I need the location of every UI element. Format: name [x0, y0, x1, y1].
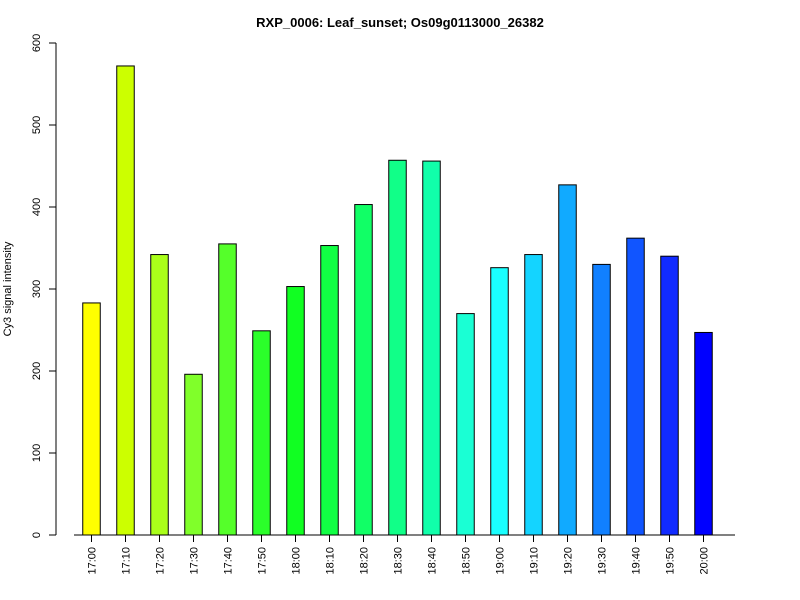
- y-axis-label: Cy3 signal intensity: [2, 241, 14, 336]
- x-tick-label: 17:20: [155, 547, 167, 575]
- bar-1840: [422, 160, 441, 536]
- x-tick-label: 19:30: [597, 547, 609, 575]
- bar-1820: [354, 204, 373, 536]
- x-tick-label: 19:20: [563, 547, 575, 575]
- bar-1750: [252, 330, 271, 536]
- x-tick-label: 17:30: [189, 547, 201, 575]
- x-tick-label: 17:50: [257, 547, 269, 575]
- bar-1810: [320, 245, 339, 536]
- x-tick-label: 18:00: [291, 547, 303, 575]
- bar-1850: [456, 313, 475, 536]
- x-tick-label: 18:20: [359, 547, 371, 575]
- x-tick-label: 19:10: [529, 547, 541, 575]
- x-tick-label: 20:00: [699, 547, 711, 575]
- bar-1920: [558, 184, 577, 536]
- x-tick-label: 18:40: [427, 547, 439, 575]
- y-tick-label: 200: [31, 362, 43, 380]
- y-tick-label: 500: [31, 116, 43, 134]
- bar-1830: [388, 159, 407, 536]
- x-tick-label: 18:30: [393, 547, 405, 575]
- y-tick-label: 100: [31, 444, 43, 462]
- bar-1940: [626, 237, 645, 536]
- x-tick-label: 17:10: [121, 547, 133, 575]
- x-tick-label: 17:00: [87, 547, 99, 575]
- bar-2000: [694, 331, 713, 536]
- bar-1950: [660, 255, 679, 536]
- bar-1800: [286, 286, 305, 536]
- y-tick-label: 600: [31, 34, 43, 52]
- bar-1720: [150, 254, 169, 536]
- bar-1740: [218, 243, 237, 536]
- bar-1710: [116, 65, 135, 536]
- x-tick-label: 18:10: [325, 547, 337, 575]
- bars: [82, 65, 713, 536]
- x-tick-label: 19:50: [665, 547, 677, 575]
- bar-1730: [184, 373, 203, 536]
- bar-1930: [592, 263, 611, 536]
- bar-1700: [82, 302, 101, 536]
- y-tick-label: 300: [31, 280, 43, 298]
- y-tick-label: 400: [31, 198, 43, 216]
- y-axis: 0 100 200 300 400 500 600: [31, 34, 57, 538]
- x-tick-label: 19:40: [631, 547, 643, 575]
- y-tick-label: 0: [31, 532, 43, 538]
- x-tick-label: 17:40: [223, 547, 235, 575]
- chart-title: RXP_0006: Leaf_sunset; Os09g0113000_2638…: [256, 15, 544, 30]
- x-axis: 17:00 17:10 17:20 17:30 17:40 17:50 18:00 18:10…: [74, 534, 735, 575]
- x-tick-label: 18:50: [461, 547, 473, 575]
- x-tick-label: 19:00: [495, 547, 507, 575]
- bar-1910: [524, 254, 543, 536]
- bar-1900: [490, 267, 509, 536]
